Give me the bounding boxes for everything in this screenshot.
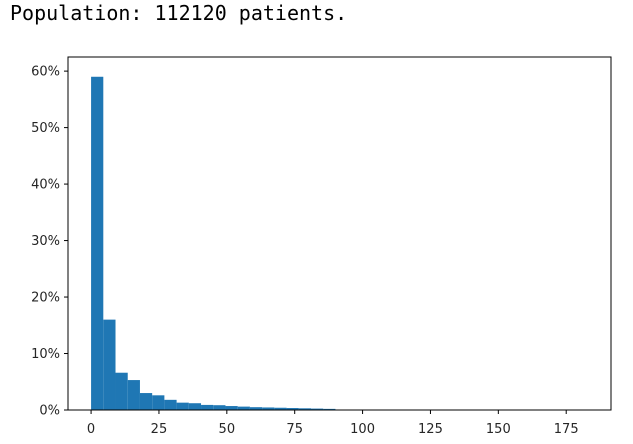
y-tick-label: 50% xyxy=(31,121,60,136)
histogram-bar xyxy=(249,407,263,410)
histogram-bar xyxy=(225,406,238,410)
y-tick-label: 40% xyxy=(31,178,60,193)
y-tick-label: 30% xyxy=(31,234,60,249)
y-tick-label: 0% xyxy=(39,404,60,419)
histogram-bar xyxy=(127,380,140,410)
histogram-bar xyxy=(262,407,275,410)
histogram-bar xyxy=(176,402,189,410)
histogram-bar xyxy=(274,407,287,410)
histogram-bar xyxy=(286,408,299,410)
x-tick-label: 25 xyxy=(151,422,168,437)
y-axis: 0% 10% 20% 30% 40% 50% 60% xyxy=(31,65,68,419)
histogram-bar xyxy=(323,408,336,410)
y-tick-label: 20% xyxy=(31,291,60,306)
histogram-bar xyxy=(201,404,214,410)
plot-frame xyxy=(67,56,612,411)
x-tick-label: 150 xyxy=(486,422,511,437)
output-text: Population: 112120 patients. xyxy=(10,1,348,25)
histogram-bars xyxy=(91,76,348,410)
x-tick-label: 175 xyxy=(554,422,579,437)
x-tick-label: 75 xyxy=(286,422,303,437)
x-tick-label: 50 xyxy=(219,422,236,437)
histogram-bar xyxy=(237,406,250,410)
histogram-bar xyxy=(310,408,324,410)
histogram-bar xyxy=(139,393,153,410)
x-axis: 0 25 50 75 100 125 150 175 xyxy=(87,410,579,437)
histogram-bar xyxy=(213,405,226,410)
x-tick-label: 125 xyxy=(418,422,443,437)
x-tick-label: 0 xyxy=(87,422,95,437)
y-tick-label: 60% xyxy=(31,65,60,80)
y-tick-label: 10% xyxy=(31,347,60,362)
histogram-bar xyxy=(164,399,177,410)
histogram-bar xyxy=(152,395,165,410)
histogram-bar xyxy=(103,319,116,410)
histogram-bar xyxy=(188,403,202,410)
histogram-bar xyxy=(298,408,311,410)
histogram-bar xyxy=(115,372,128,410)
histogram-bar xyxy=(91,76,104,410)
x-tick-label: 100 xyxy=(350,422,375,437)
